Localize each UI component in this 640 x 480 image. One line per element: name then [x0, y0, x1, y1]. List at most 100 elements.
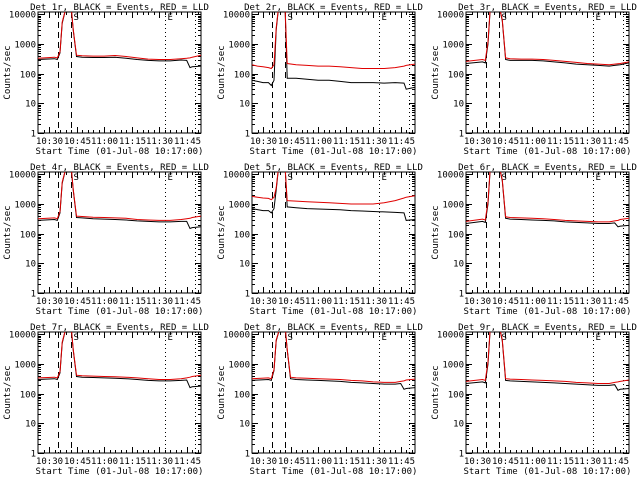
- y-tick-label: 1: [245, 130, 250, 140]
- y-tick-label: 10000: [9, 11, 36, 21]
- marker-label: E: [596, 333, 601, 343]
- x-tick-label: 11:15: [547, 457, 574, 467]
- y-tick-label: 1: [459, 130, 464, 140]
- x-tick-label: 10:30: [36, 457, 63, 467]
- x-tick-label: 11:15: [119, 137, 146, 147]
- y-tick-label: 10000: [223, 331, 250, 341]
- chart-title: Det 6r, BLACK = Events, RED = LLD: [458, 163, 637, 173]
- x-tick-label: 11:30: [360, 137, 387, 147]
- y-tick-label: 1000: [14, 361, 36, 371]
- x-axis-label: Start Time (01-Jul-08 10:17:00): [36, 307, 204, 317]
- y-tick-label: 1: [31, 130, 36, 140]
- y-tick-label: 10: [25, 420, 36, 430]
- x-tick-label: 11:45: [388, 457, 415, 467]
- x-tick-label: 11:30: [574, 457, 601, 467]
- marker-label: E: [382, 173, 387, 183]
- x-tick-label: 11:00: [91, 137, 118, 147]
- chart-panel-4: Det 4r, BLACK = Events, RED = LLD 1 10 100 1…: [3, 163, 209, 317]
- y-tick-label: 100: [20, 71, 36, 81]
- chart-title: Det 8r, BLACK = Events, RED = LLD: [244, 323, 423, 333]
- x-tick-label: 11:15: [333, 297, 360, 307]
- x-tick-label: 11:15: [333, 457, 360, 467]
- y-tick-label: 100: [20, 391, 36, 401]
- x-tick-label: 10:45: [278, 137, 305, 147]
- x-tick-label: 11:15: [119, 297, 146, 307]
- chart-title: Det 9r, BLACK = Events, RED = LLD: [458, 323, 637, 333]
- x-tick-label: 11:00: [305, 137, 332, 147]
- series-events-line: [252, 172, 415, 221]
- y-tick-label: 1: [245, 290, 250, 300]
- y-tick-label: 10: [453, 260, 464, 270]
- x-tick-label: 11:45: [174, 297, 201, 307]
- x-tick-label: 11:15: [547, 297, 574, 307]
- y-tick-label: 100: [448, 231, 464, 241]
- y-tick-label: 1000: [442, 201, 464, 211]
- x-tick-label: 11:45: [602, 297, 629, 307]
- y-tick-label: 100: [448, 71, 464, 81]
- y-tick-label: 1: [459, 290, 464, 300]
- y-axis-label: Counts/sec: [3, 45, 13, 99]
- x-tick-label: 11:30: [360, 297, 387, 307]
- y-tick-label: 1000: [442, 41, 464, 51]
- x-tick-label: 11:30: [574, 137, 601, 147]
- x-tick-label: 10:30: [250, 457, 277, 467]
- plot-frame: [251, 11, 416, 134]
- plot-frame: [37, 331, 202, 454]
- x-tick-label: 10:30: [36, 297, 63, 307]
- plot-frame: [37, 11, 202, 134]
- x-tick-label: 11:00: [305, 297, 332, 307]
- marker-label: E: [168, 173, 173, 183]
- x-tick-label: 10:45: [492, 297, 519, 307]
- x-tick-label: 11:45: [388, 137, 415, 147]
- marker-label: S: [288, 13, 293, 23]
- x-tick-label: 11:00: [91, 297, 118, 307]
- y-tick-label: 1: [31, 290, 36, 300]
- x-tick-label: 11:45: [602, 137, 629, 147]
- x-tick-label: 11:30: [574, 297, 601, 307]
- x-axis-label: Start Time (01-Jul-08 10:17:00): [250, 467, 418, 477]
- chart-panel-8: Det 8r, BLACK = Events, RED = LLD 1 10 100 1…: [217, 323, 423, 477]
- x-tick-label: 10:30: [464, 297, 491, 307]
- y-tick-label: 100: [234, 391, 250, 401]
- y-tick-label: 10: [239, 100, 250, 110]
- y-axis-label: Counts/sec: [217, 45, 227, 99]
- plot-frame: [465, 331, 630, 454]
- plot-frame: [251, 331, 416, 454]
- y-axis-label: Counts/sec: [3, 205, 13, 259]
- marker-label: S: [74, 173, 79, 183]
- y-tick-label: 1000: [14, 41, 36, 51]
- y-axis-label: Counts/sec: [431, 365, 441, 419]
- x-tick-label: 10:30: [36, 137, 63, 147]
- y-tick-label: 10: [25, 260, 36, 270]
- chart-title: Det 3r, BLACK = Events, RED = LLD: [458, 3, 637, 13]
- y-tick-label: 10000: [437, 11, 464, 21]
- x-axis-label: Start Time (01-Jul-08 10:17:00): [464, 307, 632, 317]
- x-axis-label: Start Time (01-Jul-08 10:17:00): [464, 467, 632, 477]
- y-tick-label: 100: [20, 231, 36, 241]
- plot-frame: [465, 11, 630, 134]
- chart-panel-2: Det 2r, BLACK = Events, RED = LLD 1 10 100 1…: [217, 3, 423, 157]
- marker-label: S: [288, 173, 293, 183]
- marker-label: S: [74, 333, 79, 343]
- x-tick-label: 10:45: [64, 137, 91, 147]
- y-tick-label: 10000: [9, 331, 36, 341]
- x-axis-label: Start Time (01-Jul-08 10:17:00): [250, 147, 418, 157]
- x-axis-label: Start Time (01-Jul-08 10:17:00): [36, 147, 204, 157]
- y-tick-label: 1: [459, 450, 464, 460]
- marker-label: E: [168, 333, 173, 343]
- y-tick-label: 10: [453, 420, 464, 430]
- y-tick-label: 10: [453, 100, 464, 110]
- x-tick-label: 11:15: [333, 137, 360, 147]
- y-tick-label: 1000: [228, 41, 250, 51]
- chart-title: Det 4r, BLACK = Events, RED = LLD: [30, 163, 209, 173]
- x-tick-label: 11:30: [360, 457, 387, 467]
- plot-frame: [37, 171, 202, 294]
- x-tick-label: 11:45: [388, 297, 415, 307]
- x-tick-label: 10:45: [64, 297, 91, 307]
- y-tick-label: 1000: [228, 361, 250, 371]
- y-axis-label: Counts/sec: [431, 205, 441, 259]
- marker-label: E: [382, 333, 387, 343]
- x-tick-label: 10:45: [492, 137, 519, 147]
- y-tick-label: 10: [239, 260, 250, 270]
- chart-panel-5: Det 5r, BLACK = Events, RED = LLD 1 10 100 1…: [217, 163, 423, 317]
